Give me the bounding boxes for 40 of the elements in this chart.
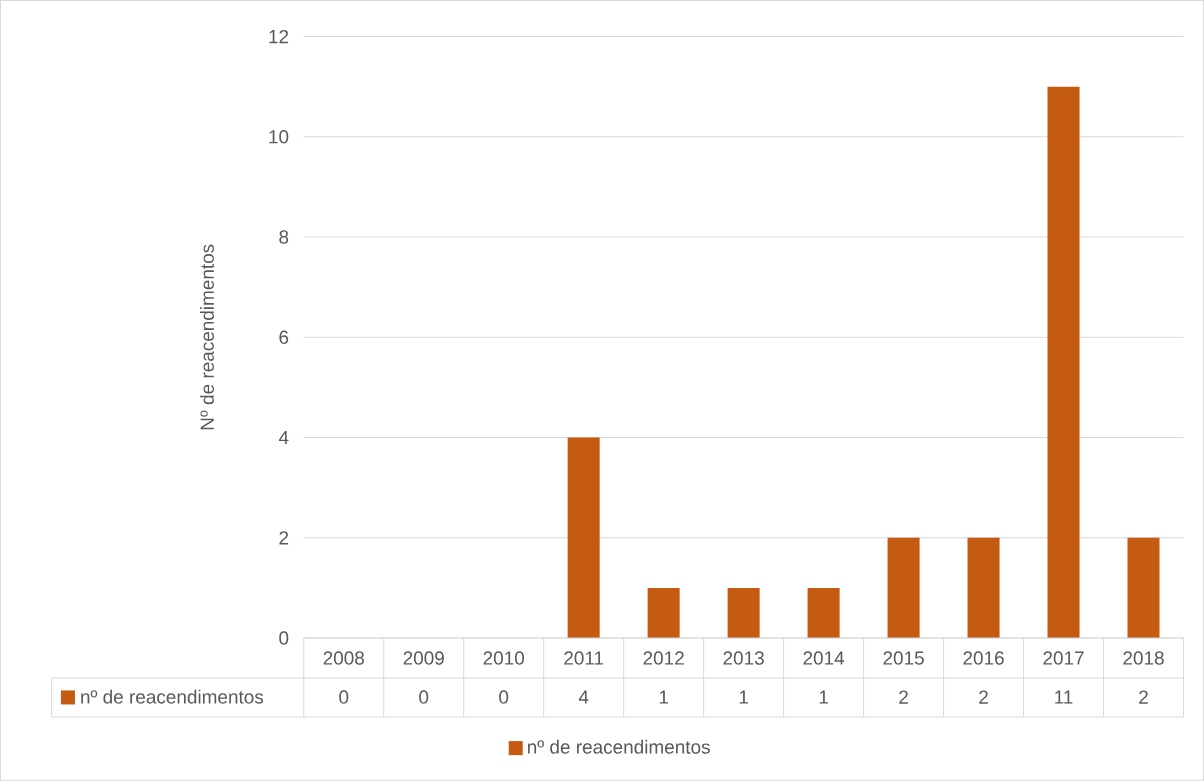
data-label: 1 bbox=[739, 690, 748, 704]
bar bbox=[647, 588, 680, 639]
data-label: 1 bbox=[659, 690, 668, 704]
legend-label: nº de reacendimentos bbox=[528, 739, 710, 754]
data-label: 4 bbox=[578, 690, 589, 704]
x-tick-label: 2014 bbox=[803, 651, 845, 665]
bar bbox=[567, 437, 600, 639]
y-tick-label: 8 bbox=[279, 230, 289, 244]
y-axis-title: Nº de reacendimentos bbox=[200, 244, 214, 430]
y-tick-label: 4 bbox=[278, 431, 289, 445]
data-label: 1 bbox=[819, 690, 828, 704]
x-tick-label: 2017 bbox=[1043, 651, 1084, 665]
y-tick-label: 6 bbox=[279, 330, 289, 345]
data-label: 11 bbox=[1055, 690, 1073, 704]
x-tick-label: 2013 bbox=[723, 651, 764, 665]
x-tick-label: 2018 bbox=[1123, 651, 1164, 665]
x-tick-label: 2015 bbox=[883, 651, 924, 665]
bar bbox=[727, 588, 760, 639]
bar bbox=[967, 537, 1000, 639]
y-tick-label: 2 bbox=[279, 531, 289, 545]
bar bbox=[887, 537, 920, 639]
data-label: 2 bbox=[1139, 690, 1148, 704]
y-tick-label: 12 bbox=[269, 30, 289, 44]
data-label: 0 bbox=[339, 690, 349, 704]
bar bbox=[1127, 537, 1160, 639]
data-label: 0 bbox=[499, 690, 509, 704]
data-label: 2 bbox=[979, 690, 988, 704]
text: nº de reacendimentos bbox=[81, 689, 264, 704]
x-tick-label: 2011 bbox=[564, 651, 604, 665]
bar bbox=[1047, 86, 1080, 639]
y-tick-label: 0 bbox=[279, 631, 289, 645]
x-tick-label: 2012 bbox=[643, 651, 684, 665]
x-tick-label: 2016 bbox=[963, 651, 1004, 665]
bar bbox=[807, 588, 840, 639]
x-tick-label: 2010 bbox=[483, 651, 525, 665]
data-label: 0 bbox=[419, 690, 429, 704]
x-tick-label: 2008 bbox=[323, 651, 364, 665]
data-label: 2 bbox=[899, 690, 908, 704]
x-tick-label: 2009 bbox=[403, 651, 444, 665]
y-tick-label: 10 bbox=[269, 130, 289, 144]
